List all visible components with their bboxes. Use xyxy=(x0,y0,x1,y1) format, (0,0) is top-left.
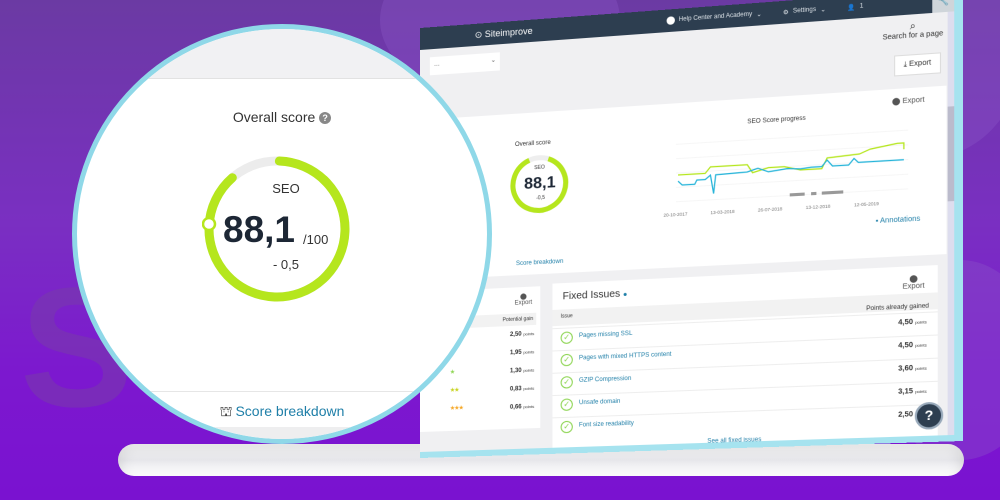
export-button[interactable]: ⬤ Export xyxy=(902,275,925,291)
help-icon xyxy=(666,16,675,26)
table-row[interactable]: 2,50 points xyxy=(509,331,535,339)
seo-progress-chart xyxy=(663,124,908,211)
search-page-button[interactable]: ⌕ Search for a page xyxy=(882,20,944,42)
overall-score-title: Overall score ? xyxy=(77,109,487,125)
export-button[interactable]: ⤓ Export xyxy=(893,52,942,77)
score-breakdown-link[interactable]: ⛫ Score breakdown xyxy=(219,403,345,419)
fixed-issues-card: Fixed Issues ● ⬤ Export Issue Points alre… xyxy=(552,265,938,456)
fixed-issues-title: Fixed Issues ● xyxy=(562,288,628,303)
scrollbar[interactable] xyxy=(947,11,955,442)
column-header: Potential gain xyxy=(465,312,537,328)
user-menu[interactable]: 👤 1 xyxy=(847,3,864,12)
scrollbar-thumb[interactable] xyxy=(947,106,955,202)
score-breakdown-link[interactable]: Score breakdown xyxy=(515,258,564,268)
gear-icon: ⚙ xyxy=(782,9,789,16)
check-icon: ✓ xyxy=(560,398,573,412)
hierarchy-icon: ⛫ xyxy=(219,403,233,419)
check-icon: ✓ xyxy=(560,353,573,367)
ring-handle xyxy=(202,216,217,232)
check-icon: ✓ xyxy=(560,420,573,434)
score-category: SEO xyxy=(272,181,300,196)
user-icon: 👤 xyxy=(847,4,856,12)
priority-stars: ★ xyxy=(449,369,455,376)
table-row[interactable]: 1,95 points xyxy=(509,349,535,357)
help-icon: ● xyxy=(623,291,628,299)
table-row[interactable]: 1,30 points xyxy=(509,367,535,375)
score-delta: - 0,5 xyxy=(272,257,299,272)
score-value: 88,1 xyxy=(524,173,556,194)
see-all-fixed-issues-link[interactable]: See all fixed issues xyxy=(707,436,762,445)
chevron-down-icon: ⌄ xyxy=(820,6,826,14)
divider xyxy=(77,391,487,392)
export-icon: ⬤ xyxy=(891,97,903,106)
score-card: Overall score SEO 88,1 -0,5 Score breakd… xyxy=(420,85,947,280)
dashboard-window: ⊙ Siteimprove Help Center and Academy ⌄ … xyxy=(420,0,964,458)
help-button[interactable]: ? xyxy=(914,401,944,430)
table-row[interactable]: 0,83 points xyxy=(509,385,535,393)
magnified-score-callout: Overall score ? SEO 88,1 /100 - 0,5 ⛫ Sco… xyxy=(72,24,492,444)
chevron-down-icon: ⌄ xyxy=(490,57,496,65)
chart-export-button[interactable]: ⬤ Export xyxy=(891,96,925,106)
help-icon[interactable]: ? xyxy=(319,112,332,124)
check-icon: ✓ xyxy=(560,376,573,389)
settings-menu[interactable]: ⚙ Settings ⌄ xyxy=(782,6,826,16)
callout-footer-strip xyxy=(77,427,487,439)
annotations-link[interactable]: ▪ Annotations xyxy=(875,215,921,226)
export-button[interactable]: ⬤ Export xyxy=(514,293,533,307)
chart-title: SEO Score progress xyxy=(747,115,806,126)
table-row[interactable]: 0,66 points xyxy=(509,403,535,411)
score-ring xyxy=(202,156,350,302)
chevron-down-icon: ⌄ xyxy=(756,11,762,18)
score-value: 88,1 xyxy=(223,209,296,250)
score-max: /100 xyxy=(303,232,329,247)
check-icon: ✓ xyxy=(560,331,573,345)
overall-score-title: Overall score xyxy=(514,139,551,149)
callout-header-strip xyxy=(77,29,487,79)
help-center-menu[interactable]: Help Center and Academy ⌄ xyxy=(666,10,762,26)
